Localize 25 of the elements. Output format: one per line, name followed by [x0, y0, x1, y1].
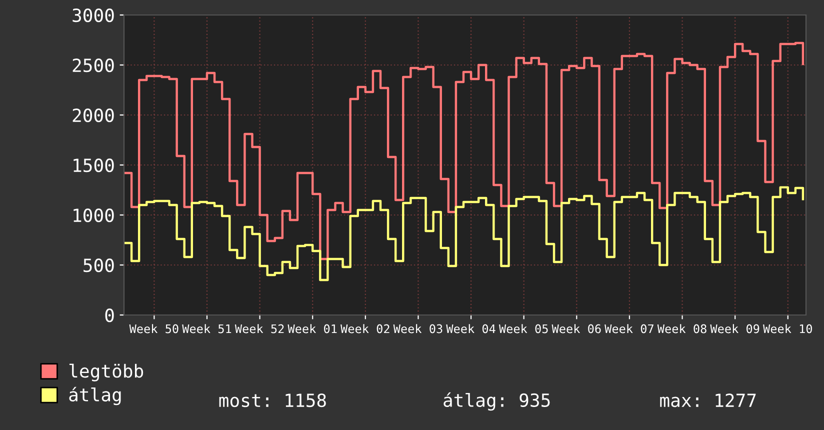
x-tick-label: Week 05 — [498, 324, 548, 334]
x-tick-label: Week 07 — [604, 324, 654, 334]
x-tick-label: Week 50 — [129, 324, 178, 334]
text: most: 1158 — [219, 393, 326, 408]
x-tick-label: Week 09 — [710, 324, 760, 334]
y-tick-label: 2500 — [72, 58, 114, 72]
text: átlag: 935 — [444, 392, 550, 411]
x-tick-label: Week 06 — [552, 324, 601, 334]
y-tick-label: 2000 — [72, 108, 114, 122]
y-tick-label: 1500 — [74, 158, 114, 172]
legend-label: legtöbb — [69, 364, 144, 382]
y-tick-label: 1000 — [74, 208, 114, 222]
y-tick-label: 3000 — [72, 8, 114, 22]
x-tick-label: Week 08 — [657, 324, 706, 334]
x-tick-label: Week 04 — [446, 324, 496, 334]
x-tick-label: Week 52 — [234, 324, 284, 334]
x-tick-label: Week 01 — [288, 324, 337, 334]
x-tick-label: Week 51 — [182, 324, 232, 334]
x-tick-label: Week 03 — [393, 324, 442, 334]
y-tick-label: 0 — [105, 308, 114, 322]
legend-label: átlag — [69, 386, 121, 406]
y-tick-label: 500 — [84, 258, 114, 272]
x-tick-label: Week 10 — [763, 324, 812, 334]
x-tick-label: Week 02 — [340, 324, 390, 334]
text: max: 1277 — [660, 393, 756, 408]
